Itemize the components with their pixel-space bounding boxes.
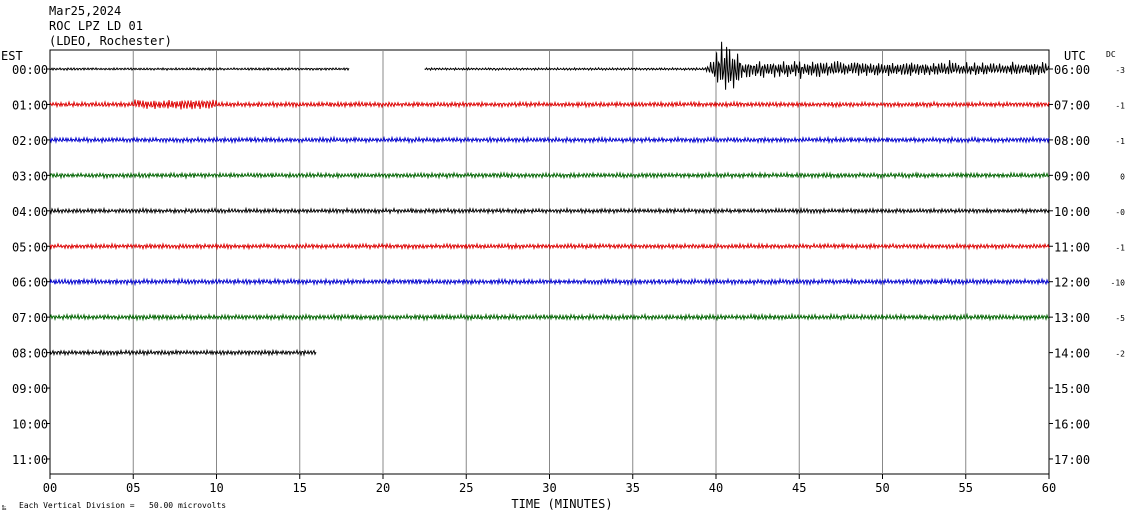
row-labels: 00:00 06:00 -3 01:00 07:00 -1 02:00 08:00 -1 03:0… (12, 63, 1125, 467)
row-dc-offset: -1 (1115, 137, 1125, 146)
row-dc-offset: -0 (1115, 208, 1125, 217)
row-label-est: 05:00 (12, 240, 48, 254)
row-dc-offset: 0 (1120, 172, 1125, 181)
x-tick-label: 05 (126, 481, 140, 495)
trace-line (49, 206, 1050, 215)
x-tick-label: 25 (459, 481, 473, 495)
trace-line (49, 348, 317, 357)
x-tick-label: 15 (293, 481, 307, 495)
row-label-utc: 15:00 (1054, 382, 1090, 396)
x-tick-label: 60 (1042, 481, 1056, 495)
row-label-est: 00:00 (12, 63, 48, 77)
right-axis-label: UTC (1064, 49, 1086, 63)
row-dc-offset: -1 (1115, 101, 1125, 110)
trace-line (49, 170, 1050, 180)
trace-line (49, 99, 1050, 110)
left-axis-label: EST (1, 49, 23, 63)
dc-label: DC (1106, 50, 1116, 59)
row-label-utc: 13:00 (1054, 311, 1090, 325)
row-label-est: 07:00 (12, 311, 48, 325)
trace-line (49, 277, 1050, 287)
record-date: Mar25,2024 (49, 4, 122, 18)
row-label-est: 02:00 (12, 134, 48, 148)
x-tick-label: 55 (959, 481, 973, 495)
row-label-utc: 11:00 (1054, 240, 1090, 254)
trace-line (49, 135, 1050, 145)
trace-line (49, 242, 1050, 251)
x-tick-label: 50 (875, 481, 889, 495)
row-label-utc: 12:00 (1054, 276, 1090, 290)
scale-note: Each Vertical Division = 50.00 microvolt… (19, 501, 226, 510)
vertical-gridlines (132, 50, 967, 474)
row-label-utc: 09:00 (1054, 169, 1090, 183)
x-tick-label: 40 (709, 481, 723, 495)
row-dc-offset: -2 (1115, 350, 1125, 359)
x-axis-label: TIME (MINUTES) (511, 497, 612, 511)
row-label-utc: 08:00 (1054, 134, 1090, 148)
row-label-est: 01:00 (12, 98, 48, 112)
trace-line (424, 41, 1050, 90)
row-label-est: 11:00 (12, 453, 48, 467)
trace-line (49, 66, 350, 72)
x-tick-label: 00 (43, 481, 57, 495)
station-code: ROC LPZ LD 01 (49, 19, 143, 33)
row-label-utc: 07:00 (1054, 98, 1090, 112)
row-dc-offset: -1 (1115, 243, 1125, 252)
row-label-est: 03:00 (12, 169, 48, 183)
x-tick-label: 45 (792, 481, 806, 495)
station-network: (LDEO, Rochester) (49, 34, 172, 48)
row-dc-offset: -10 (1111, 279, 1126, 288)
row-label-utc: 06:00 (1054, 63, 1090, 77)
row-label-utc: 16:00 (1054, 418, 1090, 432)
row-dc-offset: -5 (1115, 314, 1125, 323)
seismic-traces (49, 41, 1050, 357)
row-label-est: 09:00 (12, 382, 48, 396)
x-tick-label: 30 (542, 481, 556, 495)
x-axis-ticks: 00 05 10 15 20 25 30 35 40 45 50 55 60 (43, 474, 1056, 495)
row-label-est: 06:00 (12, 276, 48, 290)
corner-mark-icon: ‰ (2, 504, 7, 512)
x-tick-label: 10 (209, 481, 223, 495)
x-tick-label: 35 (626, 481, 640, 495)
row-label-utc: 14:00 (1054, 347, 1090, 361)
x-tick-label: 20 (376, 481, 390, 495)
row-label-est: 08:00 (12, 347, 48, 361)
row-label-est: 04:00 (12, 205, 48, 219)
row-dc-offset: -3 (1115, 66, 1125, 75)
row-label-utc: 17:00 (1054, 453, 1090, 467)
row-label-utc: 10:00 (1054, 205, 1090, 219)
row-label-est: 10:00 (12, 418, 48, 432)
trace-line (49, 312, 1050, 322)
